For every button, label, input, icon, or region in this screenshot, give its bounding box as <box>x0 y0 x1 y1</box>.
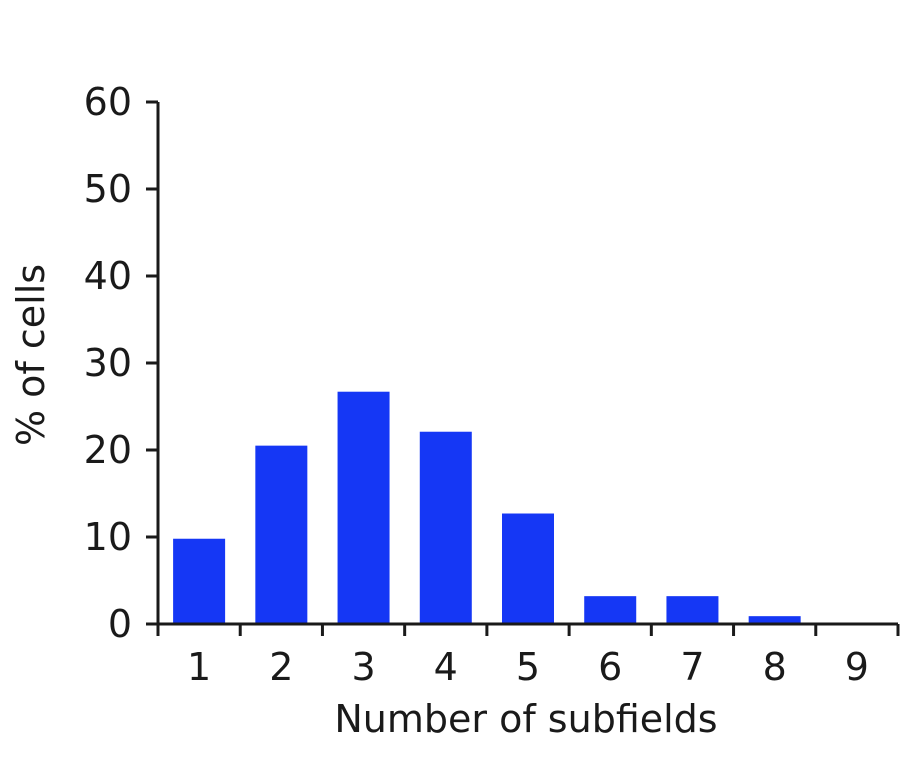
y-tick-label: 40 <box>84 254 132 298</box>
y-tick-label: 0 <box>108 602 132 646</box>
bar-1 <box>173 538 226 624</box>
bar-2 <box>255 445 308 624</box>
x-tick-label: 5 <box>516 645 540 689</box>
y-tick-label: 50 <box>84 167 132 211</box>
bars <box>173 391 801 624</box>
x-tick-label: 6 <box>598 645 622 689</box>
bar-3 <box>337 391 390 624</box>
bar-6 <box>584 596 637 624</box>
x-tick-label: 4 <box>434 645 458 689</box>
x-tick-label: 1 <box>187 645 211 689</box>
x-tick-label: 2 <box>269 645 293 689</box>
x-tick-label: 7 <box>680 645 704 689</box>
x-tick-label: 9 <box>845 645 869 689</box>
y-axis-title: % of cells <box>9 264 53 446</box>
bar-8 <box>748 616 801 624</box>
y-tick-label: 30 <box>84 341 132 385</box>
x-tick-label: 3 <box>351 645 375 689</box>
y-tick-label: 10 <box>84 515 132 559</box>
bar-5 <box>502 513 554 624</box>
bar-4 <box>419 431 472 624</box>
y-axis-ticks: 0 10 20 30 40 50 60 <box>84 80 158 646</box>
y-tick-label: 60 <box>84 80 132 124</box>
bar-7 <box>666 596 719 624</box>
x-axis-ticks: 1 2 3 4 5 6 7 8 9 <box>156 624 900 689</box>
y-tick-label: 20 <box>84 428 132 472</box>
x-axis-title: Number of subfields <box>334 697 717 741</box>
x-tick-label: 8 <box>763 645 787 689</box>
